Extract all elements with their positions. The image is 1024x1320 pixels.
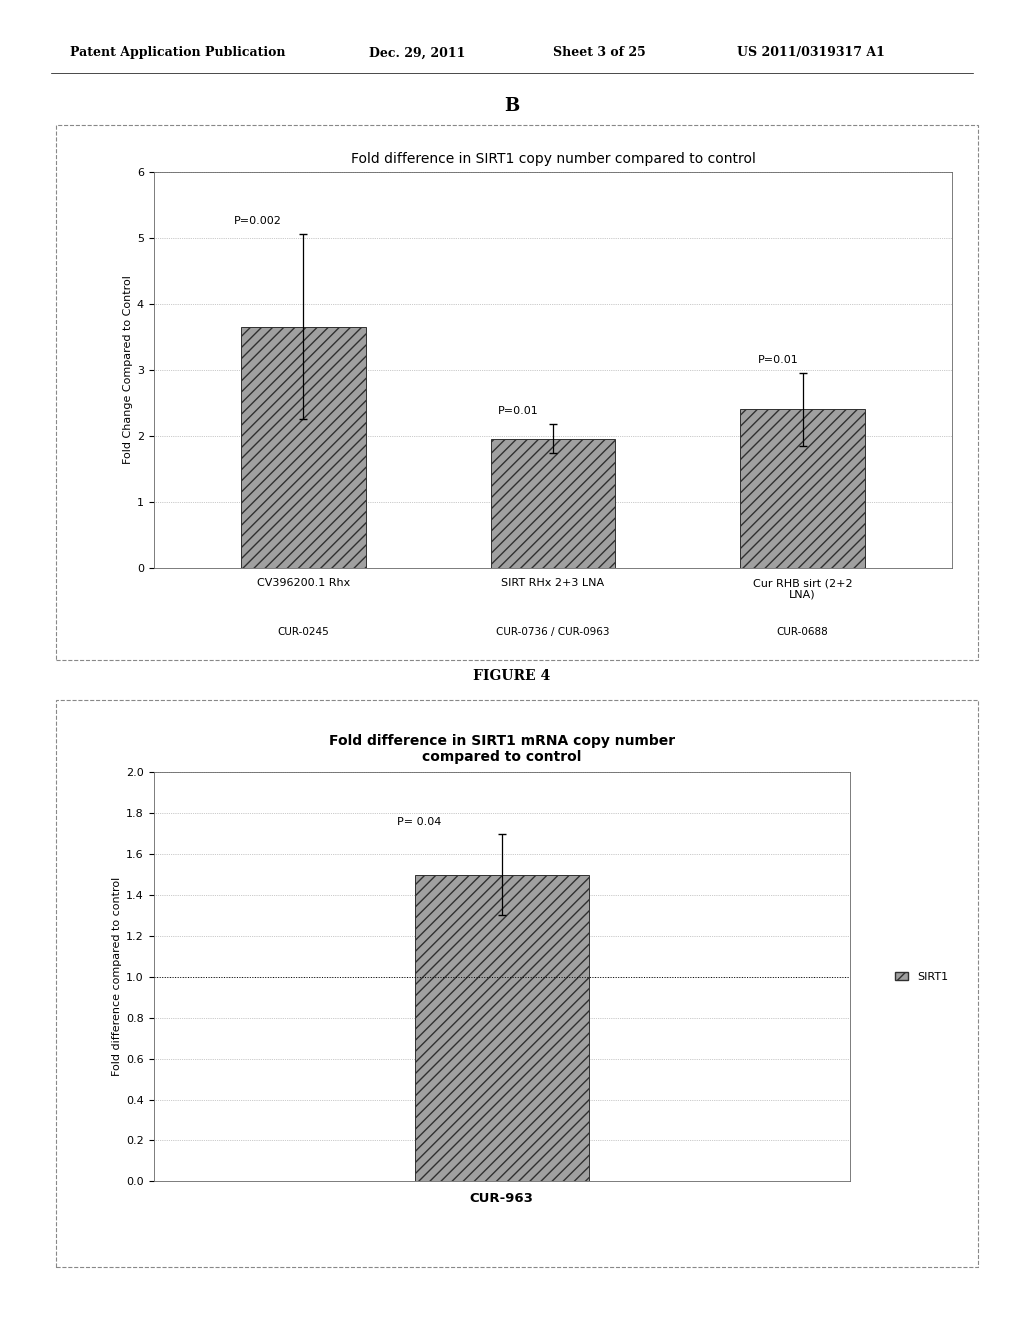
- Text: US 2011/0319317 A1: US 2011/0319317 A1: [737, 46, 885, 59]
- Bar: [740, 409, 865, 568]
- Text: CUR-0736 / CUR-0963: CUR-0736 / CUR-0963: [497, 627, 609, 638]
- Legend: SIRT1: SIRT1: [890, 968, 952, 986]
- Text: Sheet 3 of 25: Sheet 3 of 25: [553, 46, 646, 59]
- Y-axis label: Fold difference compared to control: Fold difference compared to control: [112, 878, 122, 1076]
- Text: Dec. 29, 2011: Dec. 29, 2011: [369, 46, 465, 59]
- Y-axis label: Fold Change Compared to Control: Fold Change Compared to Control: [123, 275, 132, 465]
- Text: CUR-0245: CUR-0245: [278, 627, 330, 638]
- Bar: [241, 327, 366, 568]
- Title: Fold difference in SIRT1 copy number compared to control: Fold difference in SIRT1 copy number com…: [350, 152, 756, 166]
- Text: CUR-0688: CUR-0688: [776, 627, 828, 638]
- Title: Fold difference in SIRT1 mRNA copy number
compared to control: Fold difference in SIRT1 mRNA copy numbe…: [329, 734, 675, 764]
- Text: FIGURE 4: FIGURE 4: [473, 669, 551, 682]
- Text: B: B: [505, 96, 519, 115]
- Text: P=0.01: P=0.01: [498, 407, 539, 417]
- Bar: [415, 874, 589, 1181]
- Text: P=0.01: P=0.01: [758, 355, 799, 366]
- Bar: [490, 438, 615, 568]
- Text: P= 0.04: P= 0.04: [397, 817, 441, 828]
- Text: P=0.002: P=0.002: [233, 216, 282, 227]
- Text: Patent Application Publication: Patent Application Publication: [70, 46, 285, 59]
